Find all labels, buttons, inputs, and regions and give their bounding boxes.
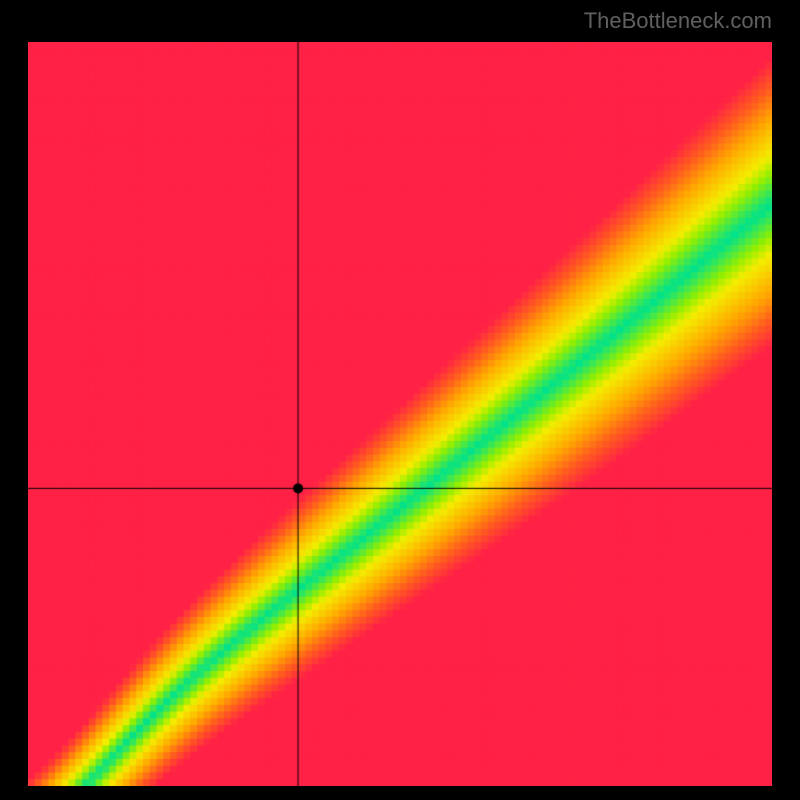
chart-container: TheBottleneck.com	[0, 0, 800, 800]
plot-area	[28, 42, 772, 786]
watermark-label: TheBottleneck.com	[584, 8, 772, 34]
heatmap-canvas	[28, 42, 772, 786]
